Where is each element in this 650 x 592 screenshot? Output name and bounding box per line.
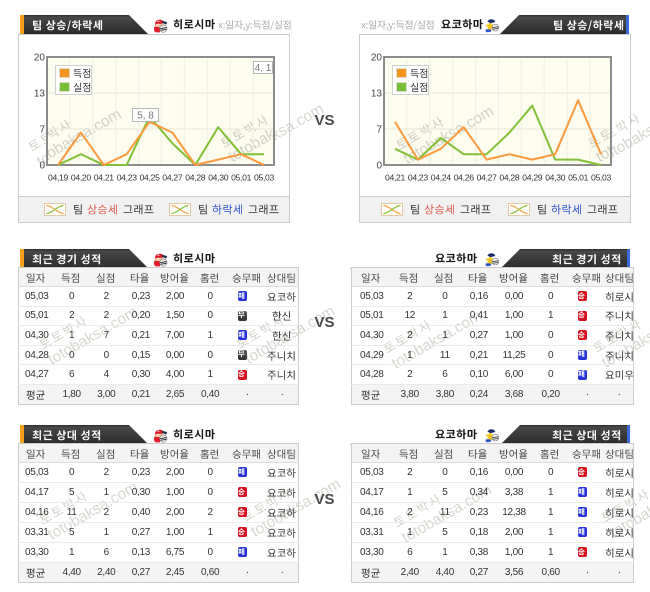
svg-text:04,27: 04,27 [162,173,183,183]
svg-text:20: 20 [371,53,383,64]
svg-text:13: 13 [371,89,383,100]
svg-text:4, 1: 4, 1 [255,63,272,74]
svg-text:04,23: 04,23 [117,173,138,183]
svg-text:04,21: 04,21 [94,173,115,183]
svg-text:05,03: 05,03 [591,173,612,183]
svg-text:0: 0 [376,161,382,172]
svg-text:04,30: 04,30 [208,173,229,183]
svg-text:04,20: 04,20 [71,173,92,183]
svg-text:7: 7 [39,125,45,136]
svg-text:04,25: 04,25 [140,173,161,183]
svg-text:05,01: 05,01 [231,173,252,183]
svg-text:04,29: 04,29 [522,173,543,183]
svg-text:04,21: 04,21 [385,173,406,183]
svg-text:20: 20 [34,53,46,64]
svg-text:04,27: 04,27 [477,173,498,183]
svg-text:0: 0 [39,161,45,172]
svg-text:5, 8: 5, 8 [137,111,154,122]
svg-text:13: 13 [34,89,46,100]
svg-text:04,24: 04,24 [431,173,452,183]
svg-text:04,19: 04,19 [48,173,69,183]
svg-text:04,23: 04,23 [408,173,429,183]
svg-text:04,26: 04,26 [454,173,475,183]
svg-text:04,28: 04,28 [499,173,520,183]
svg-text:04,30: 04,30 [545,173,566,183]
svg-text:7: 7 [376,125,382,136]
svg-text:05,01: 05,01 [568,173,589,183]
svg-text:04,28: 04,28 [185,173,206,183]
svg-text:05,03: 05,03 [254,173,275,183]
